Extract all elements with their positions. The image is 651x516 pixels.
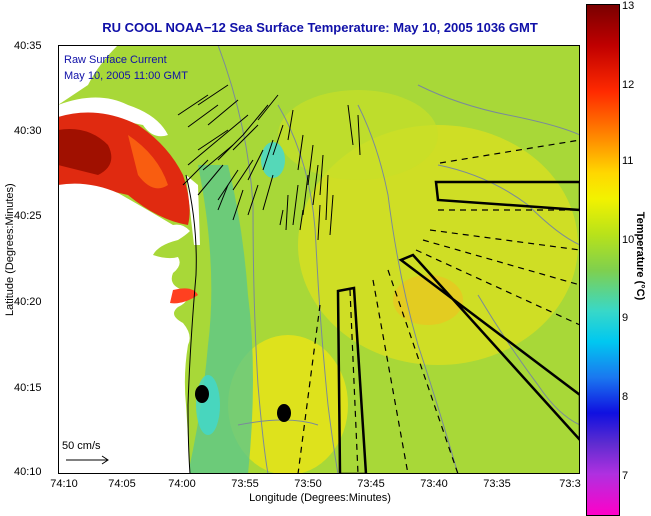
colorbar-tick: 7 [622, 470, 629, 482]
scale-label: 50 cm/s [62, 440, 101, 452]
transect-dashed-lines [297, 139, 580, 474]
land-area [58, 45, 118, 105]
colorbar-label: Temperature (°C) [634, 211, 646, 301]
x-tick-label: 74:10 [50, 478, 78, 490]
cold-water-patch [261, 142, 285, 178]
temperature-colorbar [586, 4, 620, 516]
land-area [58, 183, 190, 474]
survey-boxes [336, 180, 580, 474]
y-tick-label: 40:20 [14, 296, 42, 308]
y-tick-label: 40:35 [14, 40, 42, 52]
y-tick-label: 40:30 [14, 125, 42, 137]
x-axis-label: Longitude (Degrees:Minutes) [249, 492, 391, 504]
map-title: RU COOL NOAA−12 Sea Surface Temperature:… [102, 20, 538, 35]
x-tick-label: 74:00 [168, 478, 196, 490]
colorbar-tick: 11 [622, 155, 634, 167]
warm-bay-water [128, 135, 168, 189]
hot-bay-water [58, 129, 112, 175]
y-tick-label: 40:25 [14, 210, 42, 222]
warm-inlet-water [170, 288, 198, 304]
warm-water-patch [278, 90, 438, 180]
warm-water-patch [228, 335, 348, 474]
colorbar-tick: 8 [622, 391, 629, 403]
colorbar-tick: 9 [622, 312, 629, 324]
y-tick-label: 40:15 [14, 382, 42, 394]
map-frame [58, 45, 580, 474]
x-tick-label: 73:40 [420, 478, 448, 490]
y-axis-label: Latitude (Degrees:Minutes) [4, 183, 16, 316]
mooring-marker [195, 385, 209, 403]
y-tick-label: 40:10 [14, 466, 42, 478]
colorbar-tick: 10 [622, 234, 635, 246]
x-tick-label: 73:55 [231, 478, 259, 490]
warm-water-patch [298, 125, 578, 365]
colorbar-tick: 12 [622, 79, 635, 91]
cold-water-patch [196, 375, 220, 435]
x-tick-label: 74:05 [108, 478, 136, 490]
surface-current-vectors [177, 84, 361, 241]
x-tick-label: 73:50 [294, 478, 322, 490]
warm-water-patch [393, 275, 463, 325]
x-tick-label: 73:45 [357, 478, 385, 490]
legend-line-2: May 10, 2005 11:00 GMT [64, 70, 188, 82]
sst-map [58, 45, 580, 474]
sst-map-canvas [58, 45, 580, 474]
x-tick-label: 73:35 [483, 478, 511, 490]
legend-line-1: Raw Surface Current [64, 54, 167, 66]
mooring-marker [277, 404, 291, 422]
x-tick-label: 73:3 [559, 478, 581, 490]
colorbar-tick: 13 [622, 0, 635, 12]
scale-arrow [66, 455, 109, 465]
coastline [185, 174, 197, 474]
